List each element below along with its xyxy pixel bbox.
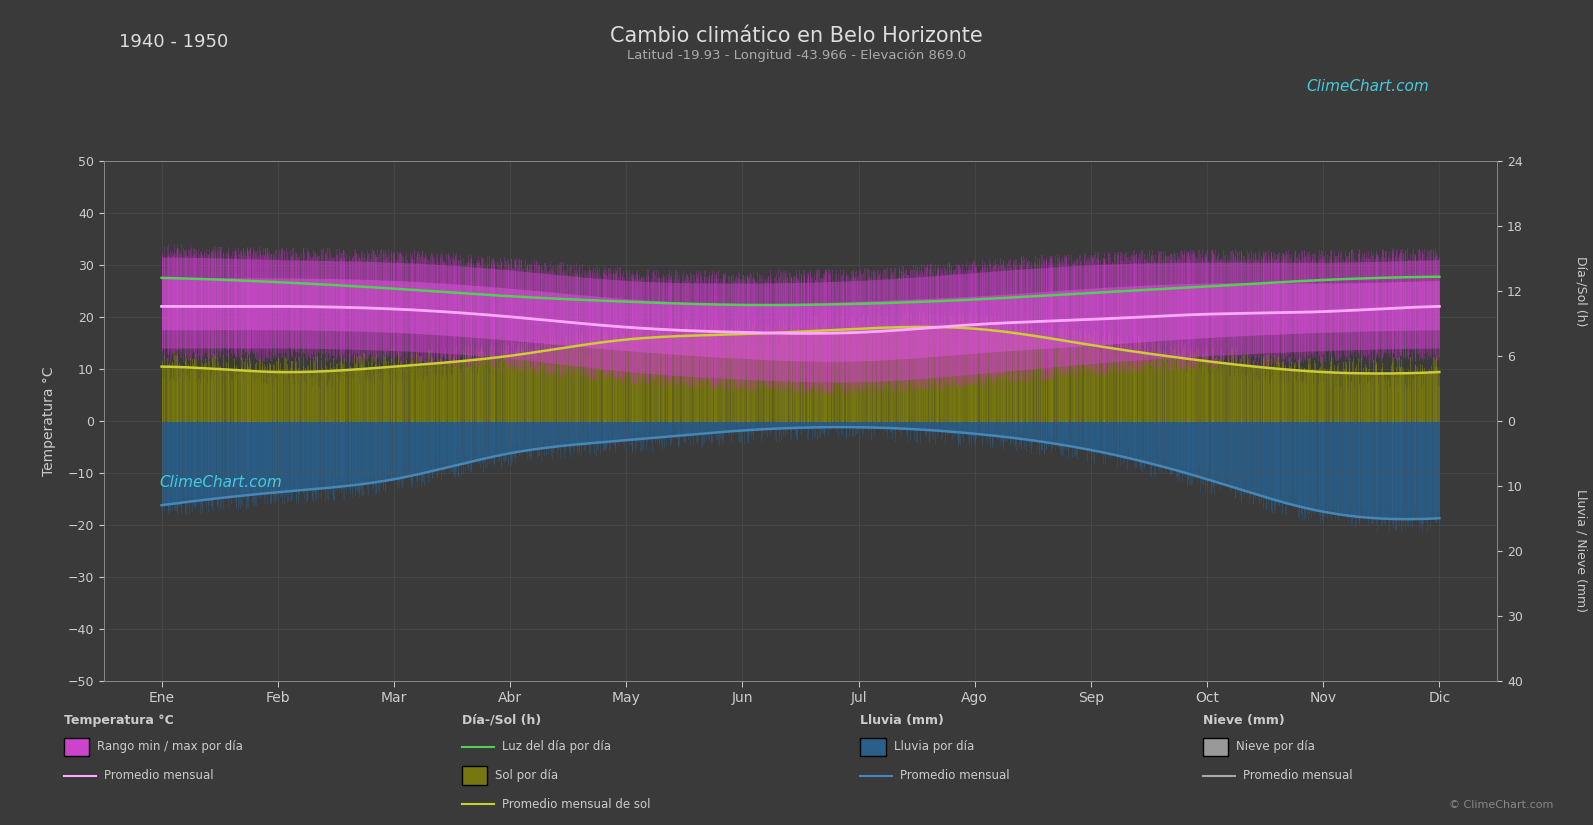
Text: ClimeChart.com: ClimeChart.com	[159, 475, 282, 490]
Text: Lluvia por día: Lluvia por día	[894, 740, 973, 753]
Y-axis label: Temperatura °C: Temperatura °C	[41, 366, 56, 475]
Text: Rango min / max por día: Rango min / max por día	[97, 740, 244, 753]
Text: Promedio mensual de sol: Promedio mensual de sol	[502, 798, 650, 811]
Text: Lluvia (mm): Lluvia (mm)	[860, 714, 945, 727]
Text: Promedio mensual: Promedio mensual	[1243, 769, 1352, 782]
Text: Latitud -19.93 - Longitud -43.966 - Elevación 869.0: Latitud -19.93 - Longitud -43.966 - Elev…	[628, 50, 965, 63]
Text: Nieve por día: Nieve por día	[1236, 740, 1316, 753]
Text: Nieve (mm): Nieve (mm)	[1203, 714, 1284, 727]
Text: Lluvia / Nieve (mm): Lluvia / Nieve (mm)	[1574, 489, 1587, 612]
Text: 1940 - 1950: 1940 - 1950	[119, 33, 229, 51]
Text: © ClimeChart.com: © ClimeChart.com	[1448, 800, 1553, 810]
Text: Sol por día: Sol por día	[495, 769, 559, 782]
Text: Día-/Sol (h): Día-/Sol (h)	[462, 714, 542, 727]
Text: Luz del día por día: Luz del día por día	[502, 740, 610, 753]
Text: Día-/Sol (h): Día-/Sol (h)	[1574, 256, 1587, 326]
Text: Temperatura °C: Temperatura °C	[64, 714, 174, 727]
Text: Promedio mensual: Promedio mensual	[104, 769, 213, 782]
Text: ClimeChart.com: ClimeChart.com	[1306, 79, 1429, 94]
Text: Cambio climático en Belo Horizonte: Cambio climático en Belo Horizonte	[610, 26, 983, 46]
Text: Promedio mensual: Promedio mensual	[900, 769, 1010, 782]
